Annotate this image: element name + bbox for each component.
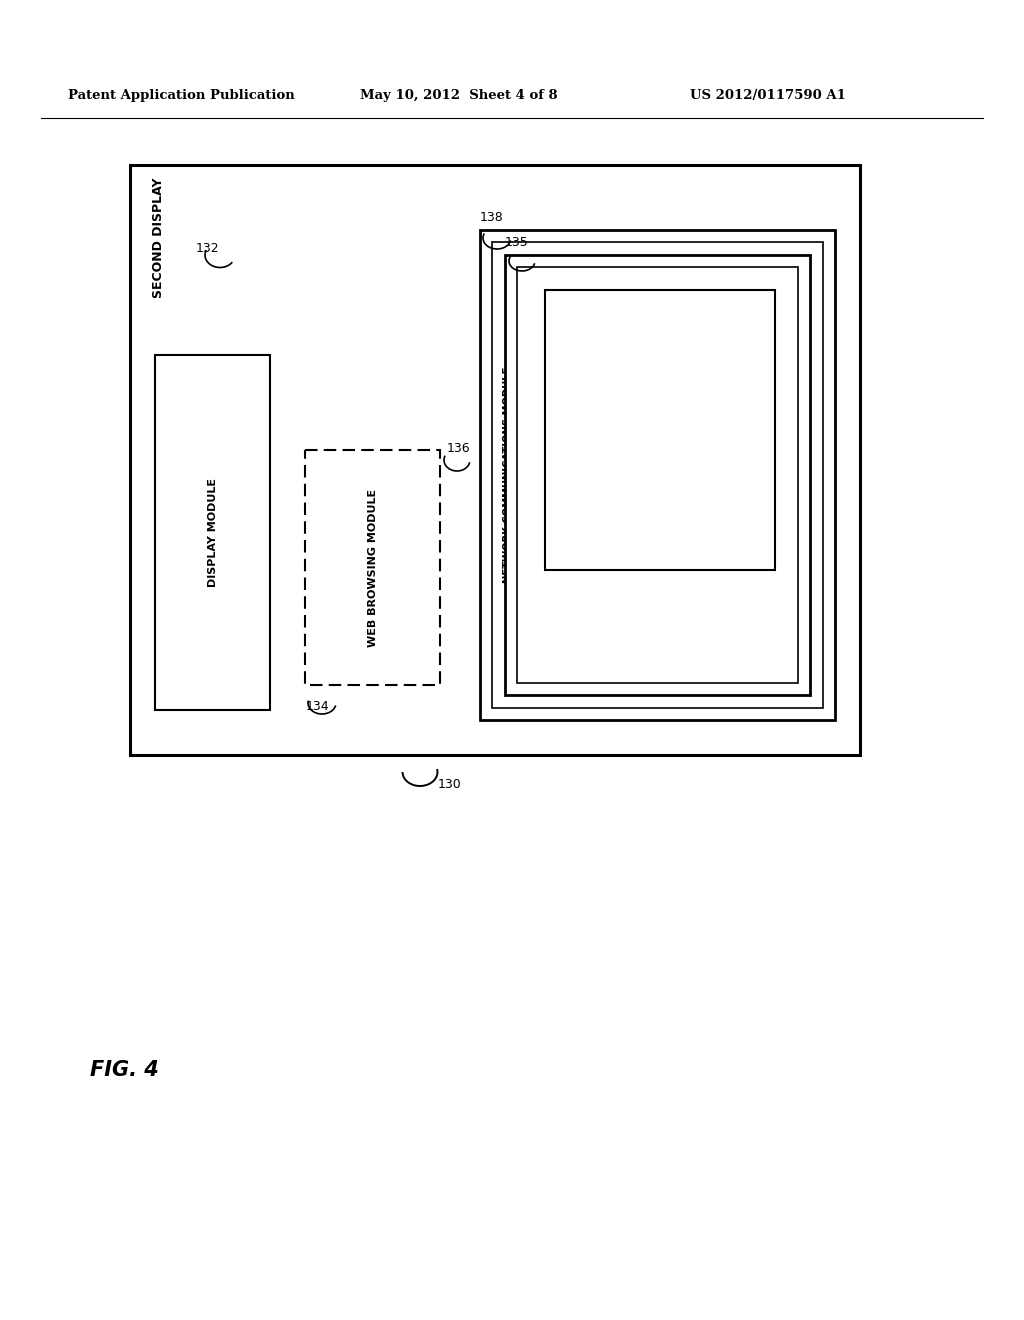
Text: SECOND DISPLAY: SECOND DISPLAY: [152, 177, 165, 297]
Text: May 10, 2012  Sheet 4 of 8: May 10, 2012 Sheet 4 of 8: [360, 88, 558, 102]
Bar: [505, 255, 810, 696]
Text: 130: 130: [438, 777, 462, 791]
Bar: [130, 165, 860, 755]
Text: 136: 136: [447, 442, 471, 455]
Text: US 2012/0117590 A1: US 2012/0117590 A1: [690, 88, 846, 102]
Text: 138: 138: [480, 211, 504, 224]
Text: CONTENT PLAYBACK DEVICE
COMMUNICATIONS MODULE: CONTENT PLAYBACK DEVICE COMMUNICATIONS M…: [519, 397, 541, 552]
Bar: [155, 355, 270, 710]
Text: WEB BROWSING MODULE: WEB BROWSING MODULE: [368, 488, 378, 647]
Text: 135: 135: [505, 236, 528, 249]
Text: 132: 132: [196, 242, 219, 255]
Text: DISPLAY MODULE: DISPLAY MODULE: [208, 478, 217, 587]
Bar: [492, 242, 823, 708]
Text: FIG. 4: FIG. 4: [90, 1060, 159, 1080]
Text: NETWORK COMMUNICATIONS MODULE: NETWORK COMMUNICATIONS MODULE: [503, 367, 513, 583]
Bar: [480, 230, 835, 719]
Bar: [545, 290, 775, 570]
Bar: [517, 267, 798, 682]
Bar: [305, 450, 440, 685]
Text: DEVICE REGISTRATION
MODULE: DEVICE REGISTRATION MODULE: [649, 359, 671, 500]
Text: Patent Application Publication: Patent Application Publication: [68, 88, 295, 102]
Text: 134: 134: [306, 700, 330, 713]
